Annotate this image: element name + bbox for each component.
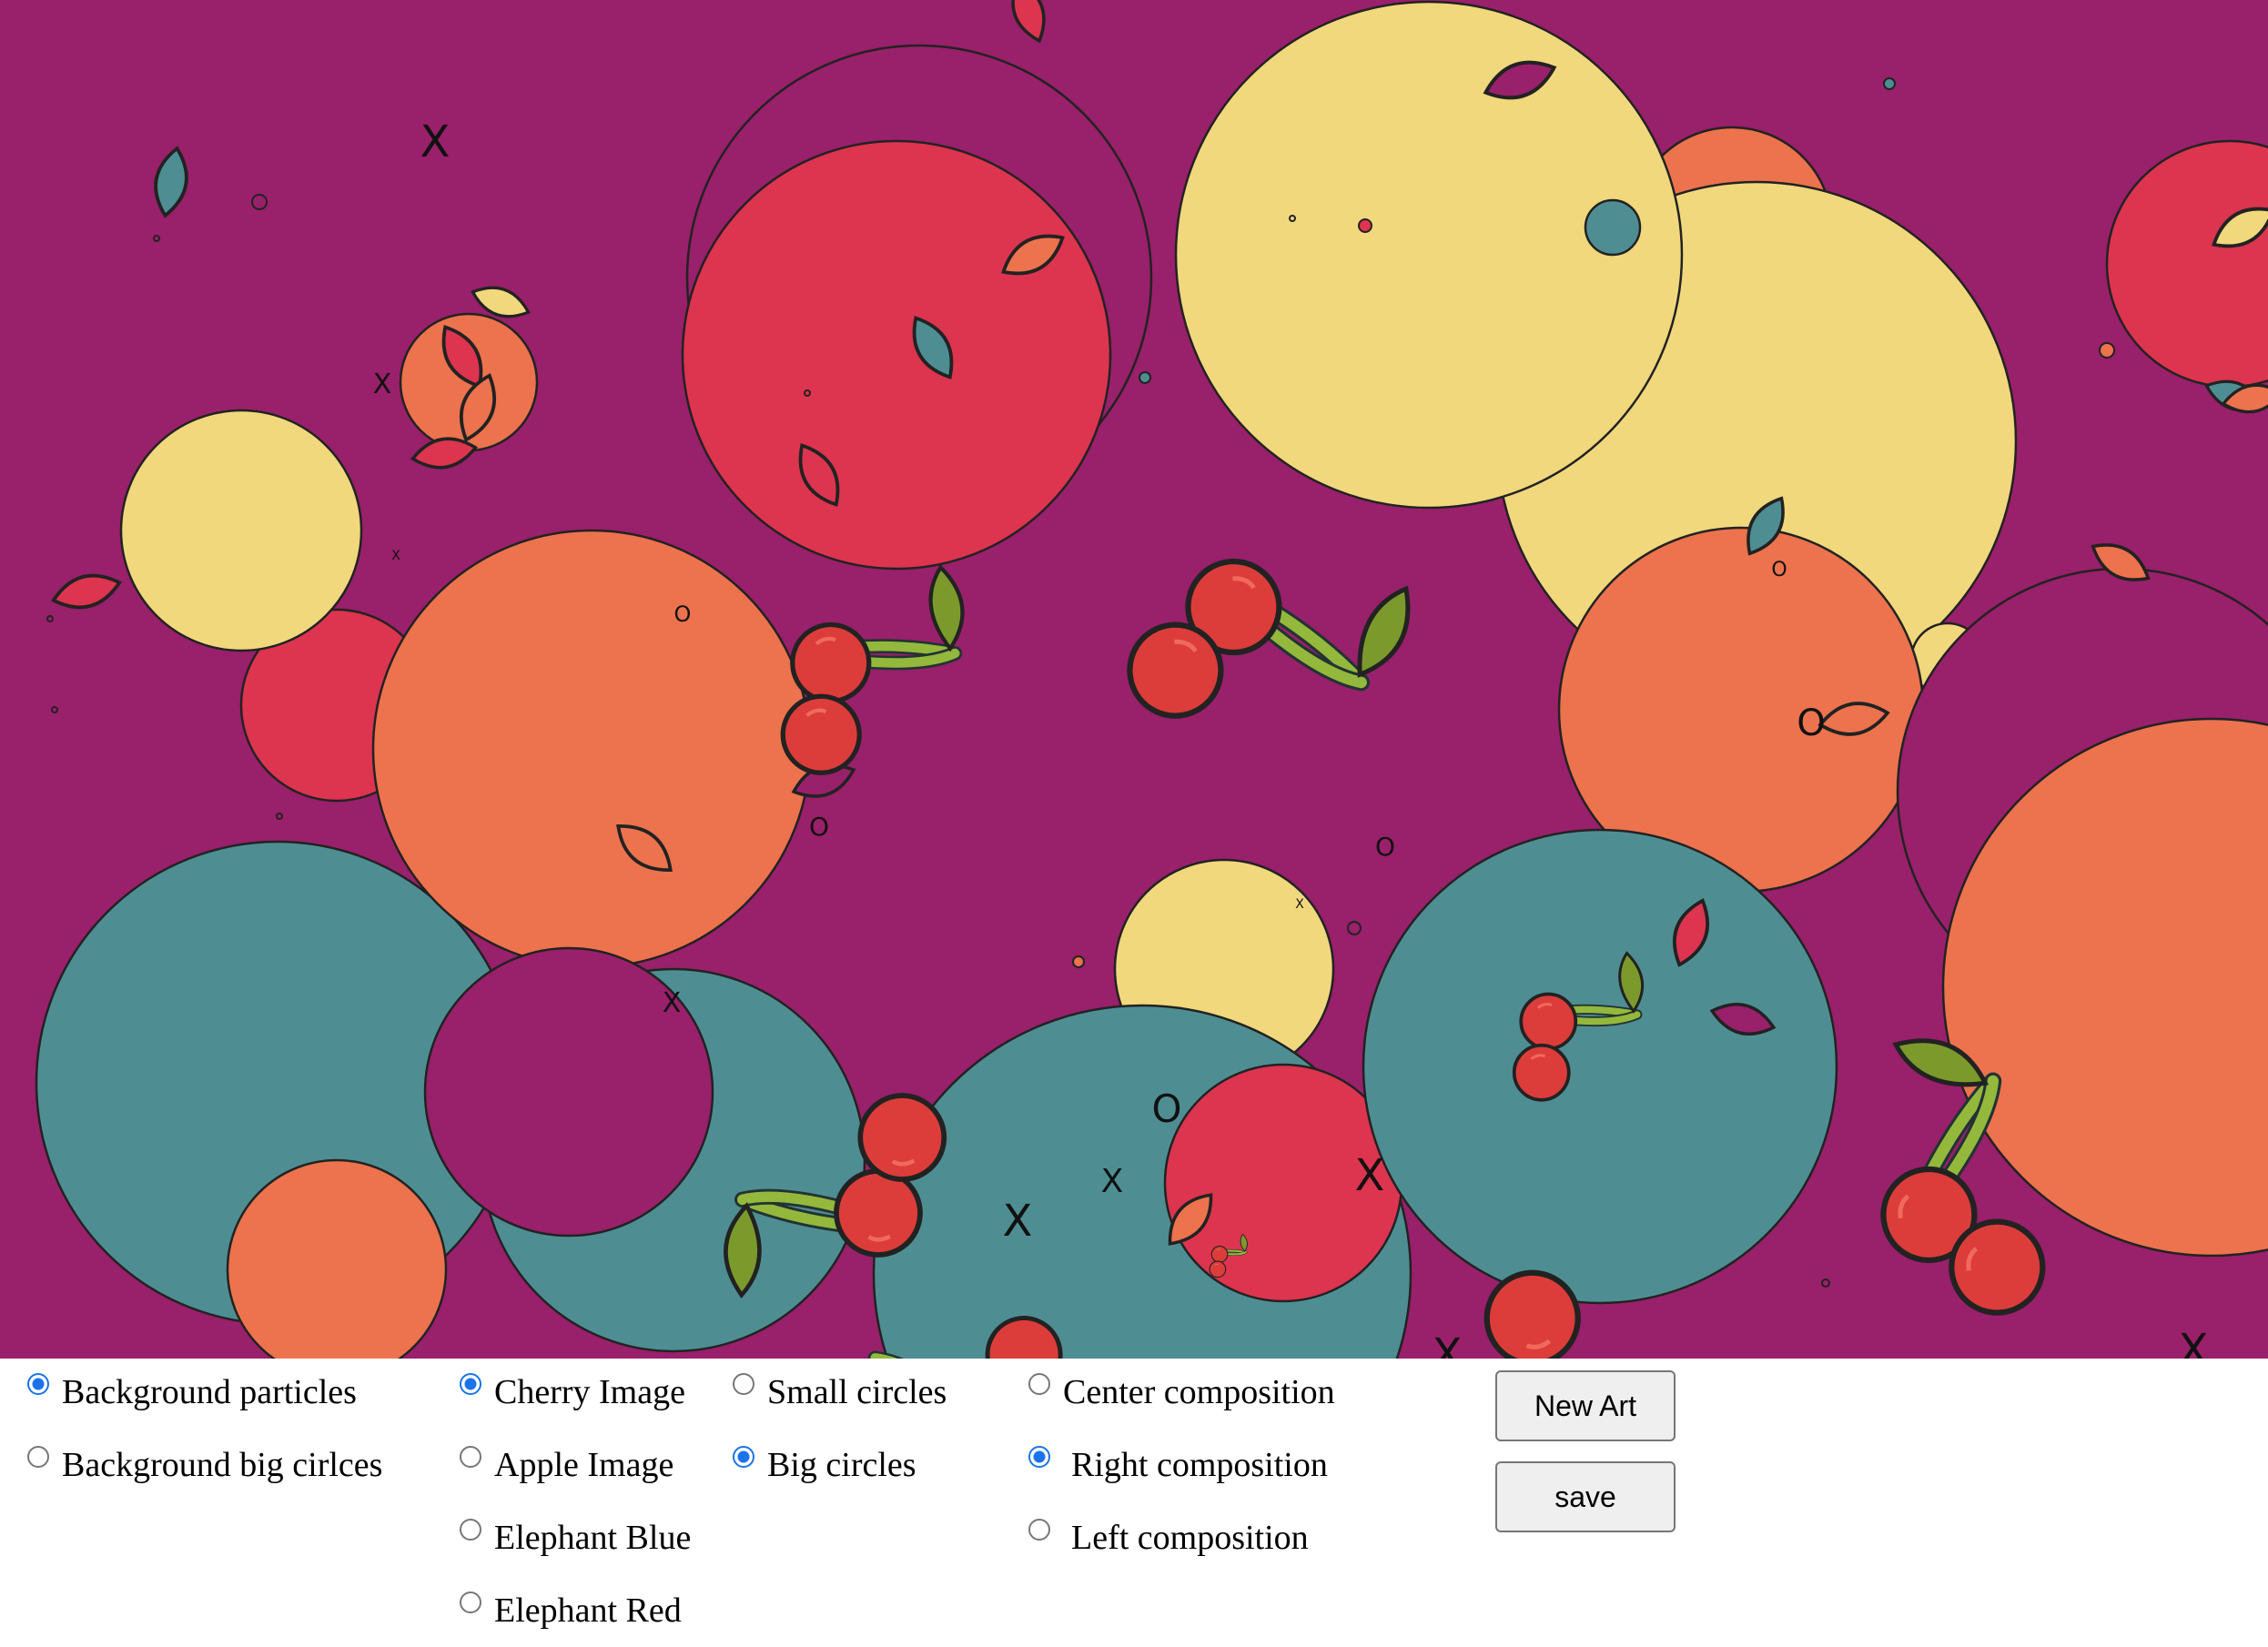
radio-indicator[interactable] <box>1028 1446 1050 1468</box>
radio-indicator[interactable] <box>733 1446 754 1468</box>
particle-dots <box>46 77 2115 1288</box>
radio-label: Background big cirlces <box>62 1446 383 1484</box>
radio-indicator[interactable] <box>460 1446 481 1468</box>
radio-label: Center composition <box>1063 1373 1335 1411</box>
radio-big-circles[interactable]: Big circles <box>733 1438 916 1492</box>
radio-apple-image[interactable]: Apple Image <box>460 1438 673 1492</box>
circle <box>119 409 363 652</box>
radio-center-composition[interactable]: Center composition <box>1028 1365 1335 1420</box>
dot <box>1821 1278 1830 1288</box>
dot <box>1883 77 1896 90</box>
dot <box>51 706 58 713</box>
circle <box>1174 0 1684 510</box>
dot <box>1358 218 1372 233</box>
dot <box>153 235 160 242</box>
x-mark: X <box>373 369 392 400</box>
radio-label: Left composition <box>1071 1519 1309 1557</box>
circle <box>226 1158 448 1359</box>
dot <box>251 194 268 210</box>
dot <box>1072 955 1085 968</box>
dot <box>276 813 283 820</box>
x-mark: X <box>663 987 682 1019</box>
radio-indicator[interactable] <box>1028 1519 1050 1541</box>
radio-label: Right composition <box>1071 1446 1328 1484</box>
radio-label: Small circles <box>767 1373 947 1411</box>
particle-marks: X X X O O O O O X X O X X X X X <box>373 116 2209 1359</box>
x-mark: X <box>1295 897 1304 912</box>
x-mark: X <box>1433 1329 1463 1359</box>
radio-right-composition[interactable]: Right composition <box>1028 1438 1328 1492</box>
controls-panel: Background particles Background big cirl… <box>0 1359 2268 1647</box>
art-canvas: X X X O O O O O X X O X X X X X <box>0 0 2268 1359</box>
dot <box>804 389 811 397</box>
x-mark: X <box>1101 1163 1124 1200</box>
radio-elephant-blue[interactable]: Elephant Blue <box>460 1511 691 1565</box>
radio-background-big-circles[interactable]: Background big cirlces <box>27 1438 382 1492</box>
x-mark: X <box>1003 1196 1033 1247</box>
circle <box>423 946 714 1238</box>
radio-label: Big circles <box>767 1446 916 1484</box>
circle <box>371 529 812 969</box>
circle <box>1584 198 1642 257</box>
dot <box>1139 371 1151 384</box>
x-mark: X <box>2179 1325 2209 1359</box>
generative-art: X X X O O O O O X X O X X X X X <box>0 0 2268 1359</box>
radio-indicator[interactable] <box>27 1446 49 1468</box>
radio-indicator[interactable] <box>27 1373 49 1395</box>
radio-left-composition[interactable]: Left composition <box>1028 1511 1309 1565</box>
radio-elephant-red[interactable]: Elephant Red <box>460 1583 682 1638</box>
big-circles <box>35 0 2268 1359</box>
radio-label: Apple Image <box>494 1446 674 1484</box>
radio-label: Background particles <box>62 1373 357 1411</box>
o-mark: O <box>1797 702 1825 744</box>
radio-indicator[interactable] <box>460 1591 481 1613</box>
radio-indicator[interactable] <box>733 1373 754 1395</box>
new-art-button[interactable]: New Art <box>1495 1370 1676 1441</box>
o-mark: O <box>1375 832 1395 862</box>
radio-indicator[interactable] <box>460 1519 481 1541</box>
o-mark: O <box>674 601 692 627</box>
radio-indicator[interactable] <box>1028 1373 1050 1395</box>
dot <box>46 615 54 622</box>
radio-small-circles[interactable]: Small circles <box>733 1365 947 1420</box>
x-mark: X <box>391 549 400 563</box>
radio-label: Elephant Blue <box>494 1519 692 1557</box>
radio-label: Cherry Image <box>494 1373 685 1411</box>
x-mark: X <box>1355 1150 1385 1201</box>
save-button[interactable]: save <box>1495 1461 1676 1532</box>
o-mark: O <box>1771 559 1787 581</box>
dot <box>1347 921 1362 935</box>
o-mark: O <box>1151 1086 1181 1131</box>
radio-background-particles[interactable]: Background particles <box>27 1365 357 1420</box>
circle <box>1362 828 1838 1305</box>
x-mark: X <box>420 116 451 167</box>
circle <box>1941 717 2268 1258</box>
dot <box>2099 342 2115 359</box>
radio-indicator[interactable] <box>460 1373 481 1395</box>
circle <box>681 139 1112 571</box>
dot <box>1289 215 1296 222</box>
o-mark: O <box>809 812 829 842</box>
radio-cherry-image[interactable]: Cherry Image <box>460 1365 685 1420</box>
radio-label: Elephant Red <box>494 1591 682 1630</box>
